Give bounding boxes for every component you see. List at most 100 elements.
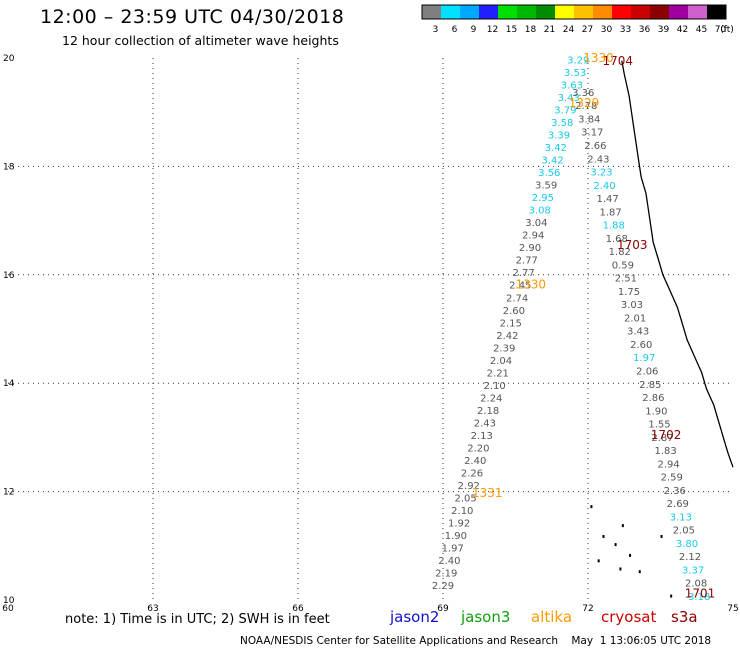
scale-swatch-27 <box>574 5 593 19</box>
wave-height-value: 2.40 <box>593 181 615 192</box>
wave-height-value: 1.97 <box>442 544 464 555</box>
wave-height-value: 1.88 <box>603 221 625 232</box>
island <box>590 505 593 509</box>
wave-height-value: 2.36 <box>664 486 686 497</box>
wave-height-value: 2.87 <box>651 433 673 444</box>
scale-label-42: 42 <box>677 25 688 35</box>
wave-height-value: 2.21 <box>487 368 509 379</box>
scale-label-9: 9 <box>471 25 477 35</box>
scale-label-70: 70 <box>715 25 727 35</box>
scale-label-27: 27 <box>582 25 593 35</box>
legend-cryosat: cryosat <box>601 608 657 626</box>
wave-height-value: 1.83 <box>654 446 676 457</box>
legend-s3a: s3a <box>671 608 698 626</box>
scale-frame <box>421 4 727 20</box>
wave-height-value: 1.68 <box>606 234 628 245</box>
wave-height-value: 3.04 <box>525 218 547 229</box>
wave-height-value: 1.90 <box>445 531 467 542</box>
wave-height-value: 1.47 <box>596 194 618 205</box>
island <box>614 543 617 547</box>
wave-height-value: 2.08 <box>685 579 707 590</box>
wave-height-value: 2.43 <box>587 154 609 165</box>
wave-height-value: 2.85 <box>639 380 661 391</box>
scale-label-18: 18 <box>525 25 537 35</box>
wave-height-value: 2.95 <box>532 193 554 204</box>
wave-height-value: 1.97 <box>633 353 655 364</box>
legend-jason3: jason3 <box>461 608 511 626</box>
scale-swatch-30 <box>593 5 612 19</box>
x-tick-69: 69 <box>437 604 449 614</box>
wave-height-value: 2.86 <box>642 393 664 404</box>
wave-height-value: 3.43 <box>558 93 580 104</box>
wave-height-value: 2.60 <box>630 340 652 351</box>
scale-label-12: 12 <box>487 25 498 35</box>
legend-altika: altika <box>531 608 573 626</box>
wave-height-value: 2.39 <box>493 343 515 354</box>
pass-time-label: 1329 <box>569 96 600 110</box>
pass-time-label: 1330 <box>516 277 547 291</box>
island <box>660 534 663 538</box>
wave-height-value: 2.18 <box>477 406 499 417</box>
wave-height-value: 2.24 <box>480 393 502 404</box>
wave-height-value: 2.94 <box>522 231 544 242</box>
wave-height-value: 2.78 <box>575 101 597 112</box>
pass-time-label: 1330 <box>583 51 614 65</box>
x-tick-60: 60 <box>2 604 14 614</box>
wave-height-value: 2.12 <box>679 552 701 563</box>
scale-swatch-15 <box>498 5 517 19</box>
island <box>629 553 632 557</box>
pass-time-label: 1331 <box>472 486 503 500</box>
wave-height-value: 2.59 <box>661 473 683 484</box>
wave-height-value: 3.13 <box>670 512 692 523</box>
scale-swatch-42 <box>669 5 688 19</box>
wave-height-value: 3.56 <box>538 168 560 179</box>
coastline <box>621 60 734 468</box>
footer-credit: NOAA/NESDIS Center for Satellite Applica… <box>240 635 712 647</box>
wave-height-value: 3.42 <box>545 143 567 154</box>
color-scale: 3 6 9 12 15 18 21 24 27 30 33 36 39 42 45 70(ft) <box>421 4 734 35</box>
scale-swatch-12 <box>479 5 498 19</box>
wave-height-value: 3.43 <box>627 327 649 338</box>
scale-swatch-36 <box>631 5 650 19</box>
x-tick-75: 75 <box>727 604 738 614</box>
wave-height-value: 3.17 <box>581 128 603 139</box>
wave-height-value: 2.20 <box>467 444 489 455</box>
scale-swatch-24 <box>555 5 574 19</box>
pass-time-label: 1702 <box>651 428 682 442</box>
island <box>638 570 641 574</box>
wave-height-value: 2.26 <box>461 469 483 480</box>
map-title: 12:00 – 23:59 UTC 04/30/2018 <box>40 6 345 28</box>
pass-time-label: 1703 <box>617 238 648 252</box>
wave-height-value: 3.36 <box>572 88 594 99</box>
x-tick-66: 66 <box>292 604 304 614</box>
scale-swatch-21 <box>536 5 555 19</box>
wave-height-value: 2.40 <box>464 456 486 467</box>
y-tick-10: 10 <box>3 596 15 606</box>
scale-label-6: 6 <box>452 25 458 35</box>
legend-note: note: 1) Time is in UTC; 2) SWH is in fe… <box>65 612 330 627</box>
wave-height-value: 2.77 <box>512 268 534 279</box>
wave-height-value: 2.45 <box>509 281 531 292</box>
wave-height-value: 2.29 <box>432 581 454 592</box>
island <box>597 559 600 563</box>
scale-swatch-33 <box>612 5 631 19</box>
scale-label-39: 39 <box>658 25 670 35</box>
wave-height-value: 3.84 <box>578 115 600 126</box>
wave-height-value: 3.53 <box>564 68 586 79</box>
y-tick-18: 18 <box>3 162 15 172</box>
wave-height-value: 2.69 <box>667 499 689 510</box>
wave-height-value: 3.18 <box>688 592 710 603</box>
wave-height-value: 2.05 <box>454 494 476 505</box>
wave-height-value: 2.19 <box>435 569 457 580</box>
wave-height-value: 2.40 <box>438 556 460 567</box>
y-tick-12: 12 <box>3 488 14 498</box>
wave-height-value: 3.58 <box>551 118 573 129</box>
scale-label-45: 45 <box>696 25 707 35</box>
scale-swatch-6 <box>441 5 460 19</box>
legend-jason2: jason2 <box>390 608 440 626</box>
wave-height-value: 3.37 <box>682 566 704 577</box>
island <box>602 534 605 538</box>
wave-height-value: 2.90 <box>519 243 541 254</box>
map-frame <box>8 58 733 600</box>
